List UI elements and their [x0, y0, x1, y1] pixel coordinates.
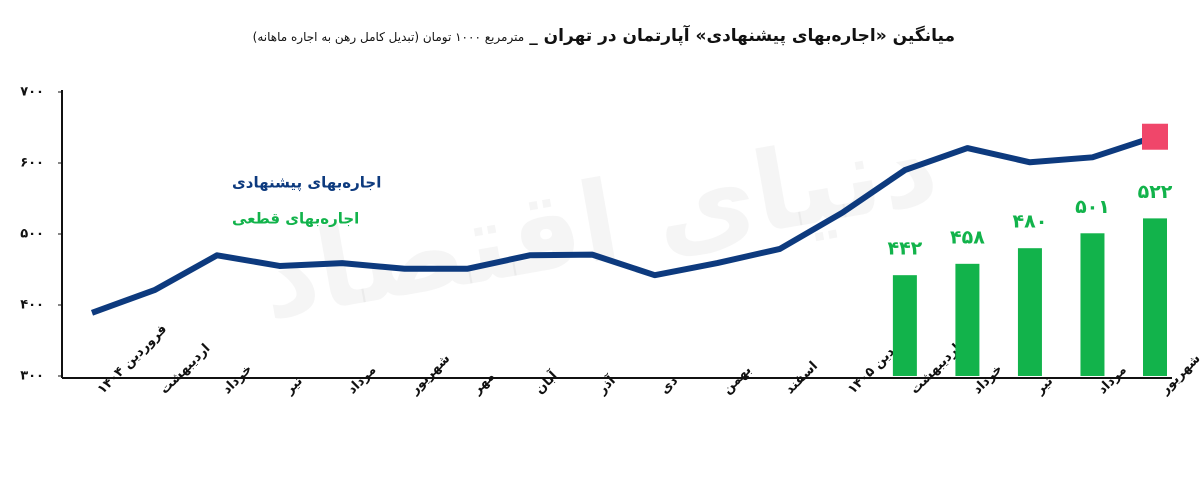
data-label: ۵۲۲: [1138, 181, 1173, 203]
x-tick-label: خرداد: [220, 362, 256, 398]
y-tick-label: ۷۰۰: [20, 85, 44, 100]
data-label: ۵۰۱: [1075, 196, 1110, 218]
x-tick-label: مهر: [469, 369, 498, 398]
chart-subtitle: مترمربع ۱۰۰۰ تومان (تبدیل کامل رهن به اج…: [252, 30, 525, 44]
data-label: ۴۴۲: [887, 238, 922, 260]
x-tick-label: آبان: [531, 367, 561, 397]
bar: [1080, 233, 1105, 376]
data-label: ۴۵۸: [950, 226, 985, 248]
bar: [1017, 248, 1042, 376]
bar: [1143, 218, 1167, 376]
chart-title: میانگین «اجاره‌بهای پیشنهادی» آپارتمان د…: [529, 26, 955, 46]
bar: [955, 263, 980, 376]
y-tick-label: ۳۰۰: [20, 369, 44, 384]
header: میانگین «اجاره‌بهای پیشنهادی» آپارتمان د…: [0, 26, 955, 46]
x-tick-label: بهمن: [720, 363, 755, 398]
x-tick-label: مرداد: [345, 363, 380, 398]
y-tick-label: ۴۰۰: [20, 298, 44, 313]
data-label: ۴۸۰: [1013, 211, 1048, 233]
x-tick-label: دی: [657, 373, 681, 397]
y-tick-label: ۶۰۰: [20, 156, 44, 171]
legend-label: اجاره‌بهای قطعی: [232, 210, 359, 228]
legend-label: اجاره‌بهای پیشنهادی: [232, 174, 381, 193]
y-tick-label: ۵۰۰: [20, 227, 44, 242]
line: [90, 133, 1156, 316]
bar: [892, 275, 917, 376]
end-marker: [1142, 123, 1168, 150]
x-tick-label: شهریور: [407, 351, 454, 398]
x-tick-label: آذر: [593, 372, 619, 398]
x-tick-label: اردیبهشت: [157, 341, 213, 397]
